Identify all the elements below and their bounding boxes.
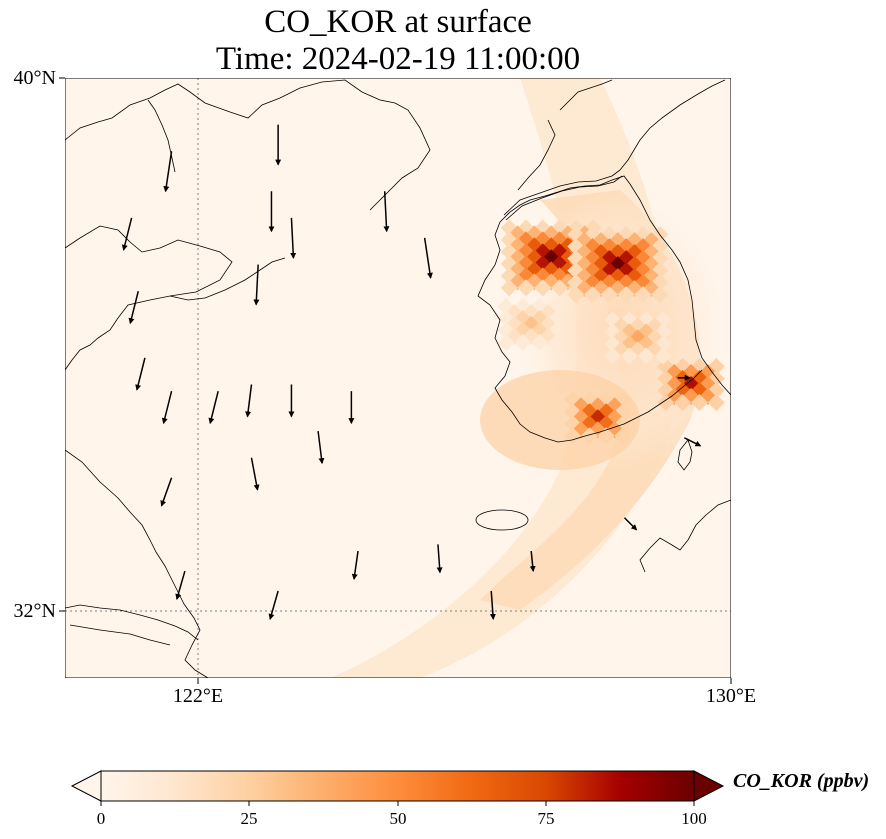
- hotspot-4: [604, 311, 672, 365]
- hotspot-cell: [604, 347, 622, 365]
- colorbar-tick-label: 25: [240, 809, 258, 828]
- hotspot-cell: [584, 286, 602, 304]
- japan-tsushima: [677, 439, 693, 471]
- hotspot-layer: [497, 219, 725, 445]
- hotspot-cell: [564, 427, 582, 445]
- coastlines: [65, 79, 731, 678]
- hotspot-cell: [614, 427, 632, 445]
- hotspot-cell: [674, 393, 692, 411]
- wind-vector-arrow: [253, 264, 260, 306]
- colorbar-tick-label: 50: [389, 809, 407, 828]
- wind-vector-arrow: [623, 517, 638, 531]
- wind-vector-arrow: [684, 437, 702, 447]
- wind-vector-arrow: [489, 590, 496, 621]
- wind-vector-arrow: [160, 477, 173, 507]
- wind-vector-arrow: [163, 151, 173, 193]
- hotspot-cell: [690, 393, 708, 411]
- colorbar-tick-label: 100: [681, 809, 707, 828]
- wind-vector-arrow: [383, 191, 390, 233]
- axis-ticks: [59, 77, 732, 684]
- hotspot-cell: [620, 347, 638, 365]
- hotspot-cell: [497, 334, 515, 351]
- liaodong-coast: [147, 99, 176, 173]
- lat-label-32n: 32°N: [13, 600, 56, 622]
- wind-vector-arrow: [351, 550, 359, 581]
- korea-west-coast: [499, 175, 731, 396]
- wind-vector-arrow: [175, 570, 186, 600]
- jeju-island: [475, 509, 529, 531]
- wind-vector-arrow: [290, 217, 297, 259]
- korea-north-border: [503, 169, 623, 221]
- colorbar-label: CO_KOR (ppbv): [733, 770, 870, 792]
- hotspot-cell: [580, 427, 598, 445]
- wind-vector-arrow: [128, 291, 139, 325]
- china-north-coast: [65, 79, 431, 211]
- wind-vector-arrow: [250, 457, 260, 491]
- shandong-coast: [169, 257, 286, 301]
- hotspot-cell: [654, 347, 672, 365]
- colorbar-tick-label: 0: [96, 809, 106, 828]
- hotspot-cell: [514, 334, 532, 351]
- lon-label-122e: 122°E: [172, 685, 224, 707]
- yangtze-estuary: [65, 604, 199, 646]
- korea-northeast-coast: [619, 79, 726, 171]
- wind-vector-arrow: [529, 550, 536, 573]
- lon-label-130e: 130°E: [705, 685, 757, 707]
- hotspot-cell: [657, 393, 675, 411]
- hotspot-2: [657, 357, 725, 411]
- wind-vector-arrow: [317, 431, 325, 465]
- map-title-line-1: CO_KOR at surface: [264, 4, 532, 40]
- lat-label-40n: 40°N: [13, 67, 56, 89]
- hotspot-cell: [707, 393, 725, 411]
- hotspot-1: [567, 226, 669, 304]
- hotspot-cell: [547, 334, 565, 351]
- hotspot-cell: [534, 279, 552, 297]
- wind-vector-arrow: [208, 390, 219, 425]
- hotspot-cell: [551, 279, 569, 297]
- wind-vector-arrow: [121, 217, 133, 251]
- hotspot-cell: [531, 334, 549, 351]
- wind-vector-layer: [121, 124, 702, 621]
- colorbar-tick-label: 75: [537, 809, 555, 828]
- map-title-line-2: Time: 2024-02-19 11:00:00: [215, 41, 581, 77]
- japan-kyushu-coast: [639, 499, 731, 573]
- hotspot-5: [497, 298, 565, 351]
- korea-sw-coast: [477, 221, 703, 443]
- hotspot-cell: [617, 286, 635, 304]
- wind-vector-arrow: [268, 590, 279, 620]
- hotspot-cell: [500, 279, 518, 297]
- china-south-coast: [65, 449, 209, 678]
- hotspot-cell: [600, 286, 618, 304]
- wind-vector-arrow: [245, 384, 253, 418]
- hotspot-3: [564, 391, 632, 445]
- wind-vector-arrow: [135, 357, 146, 391]
- hotspot-cell: [517, 279, 535, 297]
- wind-vector-arrow: [423, 237, 433, 279]
- wind-vector-arrow: [436, 544, 443, 574]
- wind-vector-arrow: [161, 390, 173, 425]
- hotspot-cell: [567, 286, 585, 304]
- korea-northwest-coast: [517, 79, 613, 191]
- hotspot-cell: [634, 286, 652, 304]
- hotspot-cell: [651, 286, 669, 304]
- hotspot-cell: [637, 347, 655, 365]
